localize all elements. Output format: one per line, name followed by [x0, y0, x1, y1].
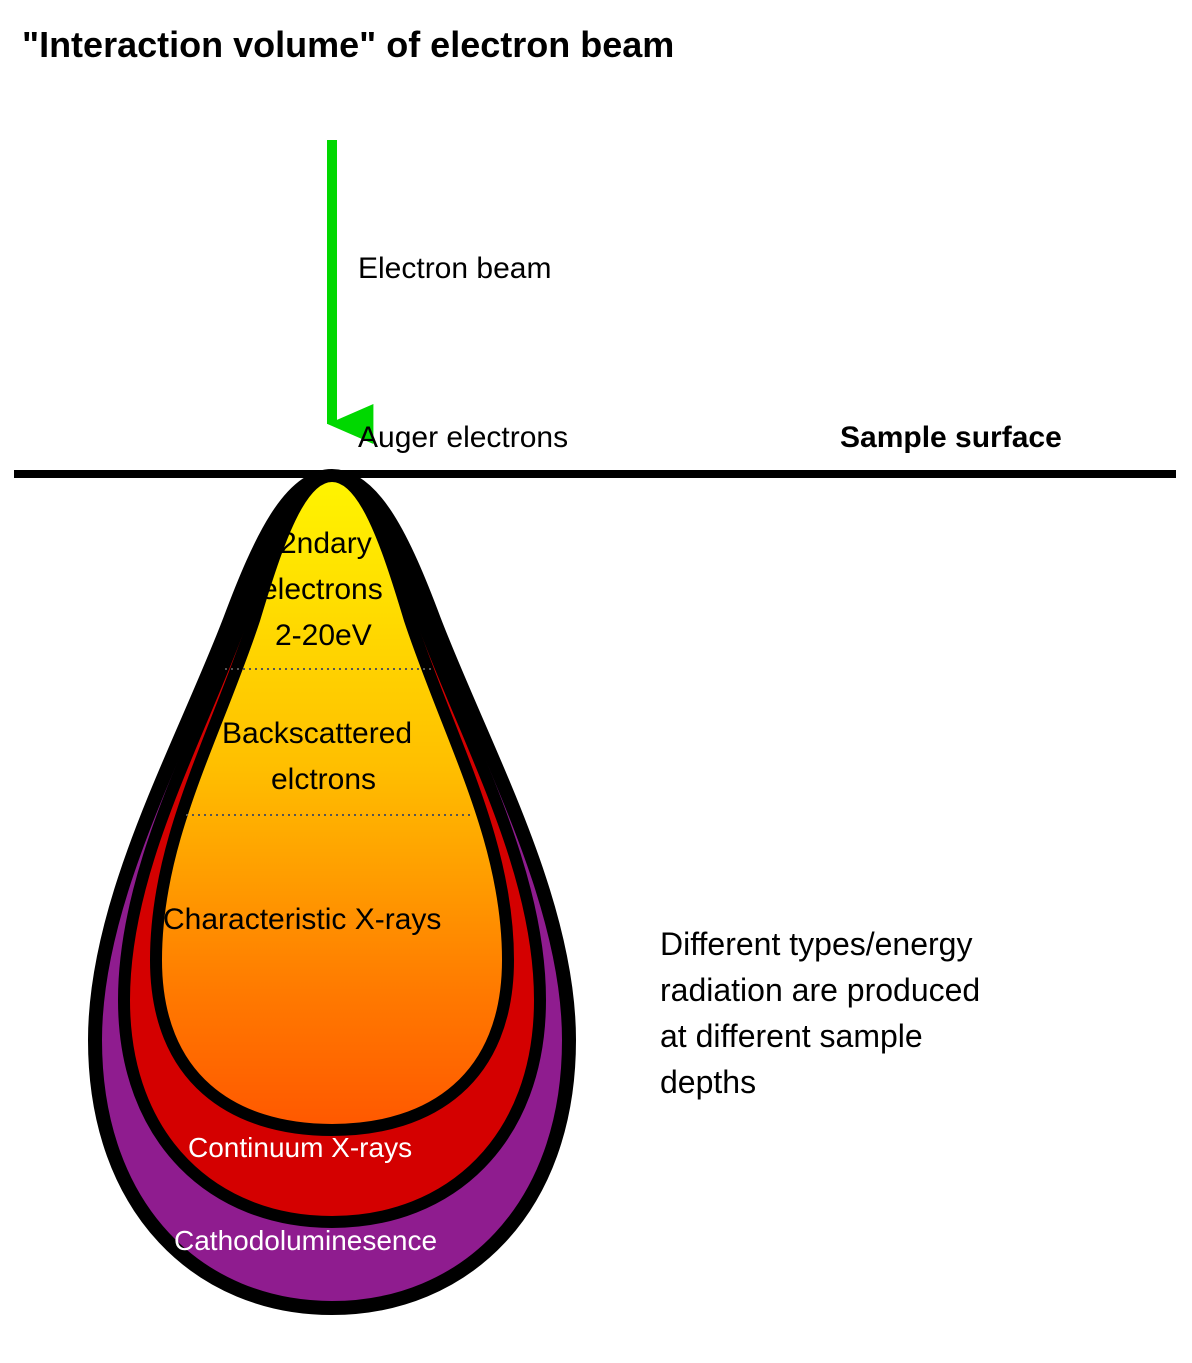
secondary-electrons-3: 2-20eV — [275, 619, 372, 653]
side-note-line-4: depths — [660, 1064, 756, 1101]
secondary-electrons-1: 2ndary — [280, 527, 372, 561]
interaction-volume-diagram — [0, 0, 1192, 1363]
backscattered-2: elctrons — [271, 763, 376, 797]
side-note-line-3: at different sample — [660, 1018, 923, 1055]
sample-surface-label: Sample surface — [840, 421, 1062, 455]
cathodoluminescence-label: Cathodoluminesence — [174, 1225, 437, 1257]
secondary-electrons-2: electrons — [261, 573, 383, 607]
side-note-line-2: radiation are produced — [660, 972, 980, 1009]
electron-beam-label: Electron beam — [358, 252, 551, 286]
side-note-line-1: Different types/energy — [660, 926, 972, 963]
auger-electrons-label: Auger electrons — [358, 421, 568, 455]
continuum-xrays-label: Continuum X-rays — [188, 1132, 412, 1164]
backscattered-1: Backscattered — [222, 717, 412, 751]
diagram-canvas: "Interaction volume" of electron beam El… — [0, 0, 1192, 1363]
characteristic-xrays-label: Characteristic X-rays — [163, 903, 441, 937]
